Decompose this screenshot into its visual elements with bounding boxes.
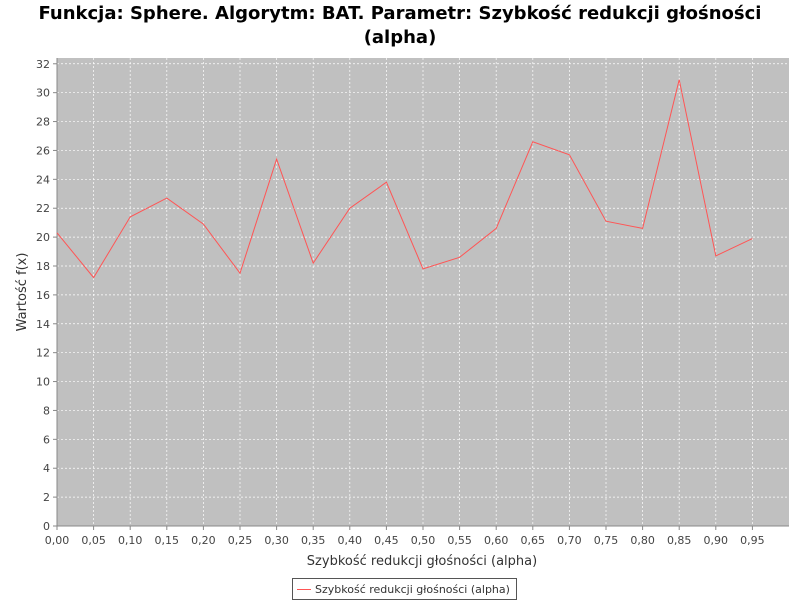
x-tick-label: 0,05 [81,534,106,547]
x-tick-label: 0,45 [374,534,399,547]
y-tick-label: 24 [36,173,50,186]
data-point [92,276,94,278]
y-tick-label: 28 [36,116,50,129]
data-point [166,197,168,199]
data-point [495,227,497,229]
x-tick-label: 0,10 [118,534,143,547]
series-group [56,78,753,279]
y-tick-label: 26 [36,144,50,157]
y-tick-label: 16 [36,289,50,302]
data-point [385,181,387,183]
data-point [532,141,534,143]
y-tick-label: 32 [36,58,50,71]
legend-swatch [297,588,311,590]
data-point [129,216,131,218]
data-point [458,256,460,258]
y-tick-label: 14 [36,318,50,331]
x-tick-label: 0,40 [338,534,363,547]
x-tick-label: 0,30 [264,534,289,547]
legend-label: Szybkość redukcji głośności (alpha) [315,582,510,596]
x-tick-label: 0,65 [521,534,546,547]
x-tick-label: 0,90 [704,534,729,547]
y-tick-label: 0 [43,520,50,533]
data-point [422,268,424,270]
y-axis-label: Wartość f(x) [15,253,30,332]
data-point [751,237,753,239]
chart-title: Funkcja: Sphere. Algorytm: BAT. Parametr… [0,2,800,50]
y-tick-label: 30 [36,87,50,100]
x-tick-label: 0,00 [45,534,70,547]
x-tick-label: 0,15 [155,534,180,547]
y-tick-label: 18 [36,260,50,273]
x-tick-label: 0,95 [740,534,765,547]
x-axis-label: Szybkość redukcji głośności (alpha) [307,554,537,569]
y-tick-label: 8 [43,404,50,417]
x-tick-label: 0,85 [667,534,692,547]
x-tick-label: 0,35 [301,534,326,547]
x-tick-label: 0,70 [557,534,582,547]
y-tick-label: 2 [43,491,50,504]
y-tick-label: 20 [36,231,50,244]
data-point [349,207,351,209]
chart-title-line2: (alpha) [363,27,437,48]
y-tick-label: 22 [36,202,50,215]
data-point [56,232,58,234]
x-axis-ticks: 0,00 0,05 0,10 0,15 0,20 0,25 0,30 0,35 0,40 0,45… [45,526,765,547]
data-point [202,223,204,225]
x-tick-label: 0,60 [484,534,509,547]
data-point [312,262,314,264]
gridlines [57,58,789,526]
data-point [641,227,643,229]
x-tick-label: 0,50 [411,534,436,547]
data-point [605,220,607,222]
data-point [239,272,241,274]
data-point [275,158,277,160]
y-tick-label: 6 [43,433,50,446]
y-tick-label: 10 [36,376,50,389]
data-point [678,78,680,80]
legend: Szybkość redukcji głośności (alpha) [292,578,517,600]
chart-title-line1: Funkcja: Sphere. Algorytm: BAT. Parametr… [38,3,762,24]
series-line [56,79,753,279]
x-tick-label: 0,55 [447,534,472,547]
y-tick-label: 12 [36,347,50,360]
x-tick-label: 0,25 [228,534,253,547]
y-tick-label: 4 [43,462,50,475]
x-tick-label: 0,75 [594,534,619,547]
data-point [568,154,570,156]
x-tick-label: 0,20 [191,534,216,547]
data-point [715,255,717,257]
x-tick-label: 0,80 [630,534,655,547]
